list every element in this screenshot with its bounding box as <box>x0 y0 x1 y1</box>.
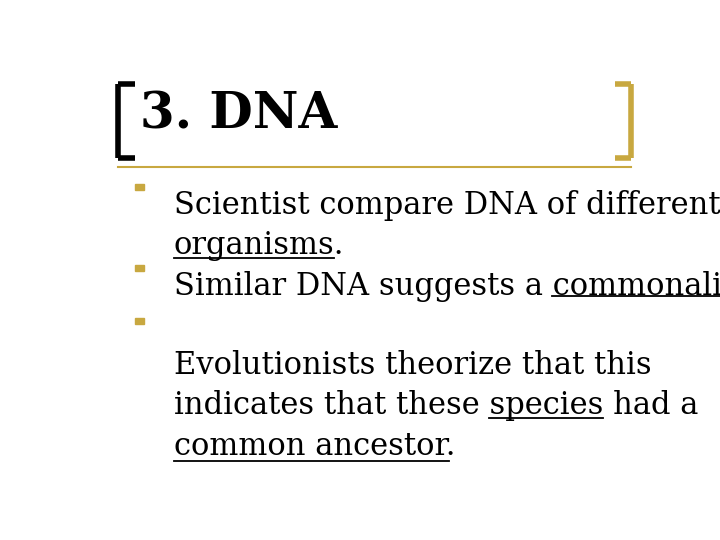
FancyBboxPatch shape <box>135 184 144 190</box>
Text: Evolutionists theorize that this
indicates that these species had a
common ances: Evolutionists theorize that this indicat… <box>174 349 698 462</box>
Text: 3. DNA: 3. DNA <box>140 90 338 139</box>
FancyBboxPatch shape <box>135 318 144 324</box>
Text: Scientist compare DNA of different
organisms.: Scientist compare DNA of different organ… <box>174 190 720 261</box>
Text: Similar DNA suggests a commonality.: Similar DNA suggests a commonality. <box>174 271 720 302</box>
FancyBboxPatch shape <box>135 265 144 271</box>
